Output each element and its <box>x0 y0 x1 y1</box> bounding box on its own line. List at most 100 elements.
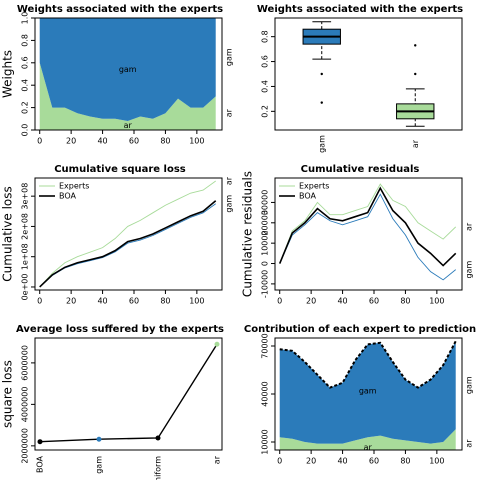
x-tick-label: 40 <box>337 297 347 306</box>
y-tick-label: 0.8 <box>21 34 30 47</box>
plot-area <box>302 21 435 127</box>
x-tick-label: 80 <box>400 297 410 306</box>
prediction-line <box>279 340 457 389</box>
y-tick-label: 70000 <box>261 333 270 358</box>
chart-title: Cumulative residuals <box>301 164 420 175</box>
area <box>279 429 456 450</box>
panel: Cumulative residuals Cumulative residuals… <box>241 164 474 306</box>
chart-title: Average loss suffered by the experts <box>16 324 224 335</box>
x-tick-label: 0 <box>277 457 282 466</box>
plot-area <box>39 18 216 130</box>
y-axis-label: square loss <box>1 360 15 428</box>
x-tick-label: 60 <box>129 297 139 306</box>
y-tick-label: 0 <box>261 261 270 266</box>
y-tick-label: 0.0 <box>21 124 30 137</box>
x-tick-label: 80 <box>160 297 170 306</box>
legend-label: BOA <box>59 192 77 201</box>
y-tick-label: 0.6 <box>261 55 270 68</box>
x-tick-label: 20 <box>66 297 76 306</box>
series-end-label: gam <box>465 376 474 394</box>
x-tick-label: 60 <box>369 297 379 306</box>
outlier <box>320 72 323 76</box>
panel: Weights associated with the experts 0.2 0.… <box>257 4 463 153</box>
series-end-label: ar <box>465 222 474 231</box>
line <box>39 343 218 443</box>
plot-frame <box>274 337 463 451</box>
y-axis-label: Cumulative loss <box>1 186 15 281</box>
y-tick-label: 2e+08 <box>21 213 30 240</box>
series-end-label: gam <box>225 195 234 213</box>
line <box>39 200 217 288</box>
x-tick-label: 0 <box>277 297 282 306</box>
plot-frame <box>274 177 463 291</box>
x-tick-label: 100 <box>429 457 444 466</box>
x-tick-label: 80 <box>160 137 170 146</box>
line <box>279 193 456 281</box>
outlier <box>414 44 417 47</box>
line <box>278 186 457 267</box>
y-tick-label: 0.2 <box>261 105 270 118</box>
chart-title: Weights associated with the experts <box>17 4 223 15</box>
x-tick-label: 0 <box>37 137 42 146</box>
plot-area <box>278 183 457 281</box>
y-tick-label: 0.8 <box>261 30 270 43</box>
point <box>214 341 220 347</box>
x-tick-label: ar <box>213 455 222 464</box>
plot-frame <box>34 337 223 451</box>
x-tick-label: ar <box>411 139 420 148</box>
x-tick-label: Uniform <box>154 456 163 480</box>
x-tick-label: 20 <box>66 137 76 146</box>
point <box>96 436 102 442</box>
area <box>39 18 216 122</box>
x-tick-label: 100 <box>429 297 444 306</box>
y-tick-label: 4000000 <box>21 387 30 423</box>
outlier <box>320 101 323 104</box>
x-tick-label: 60 <box>369 457 379 466</box>
x-tick-label: 0 <box>37 297 42 306</box>
series-label: gam <box>359 386 377 395</box>
series-label: ar <box>124 121 133 130</box>
chart-title: Weights associated with the experts <box>257 4 463 15</box>
x-tick-label: 20 <box>306 457 316 466</box>
x-tick-label: BOA <box>36 455 45 473</box>
x-tick-label: 20 <box>306 297 316 306</box>
line <box>279 183 457 264</box>
point <box>37 439 43 445</box>
x-tick-label: 40 <box>97 137 107 146</box>
x-tick-label: gam <box>317 135 326 153</box>
plot-area <box>39 343 218 443</box>
series-label: ar <box>364 443 373 452</box>
plot-frame <box>274 17 463 131</box>
series-end-label: ar <box>225 108 234 117</box>
y-tick-label: 0.6 <box>21 56 30 69</box>
y-tick-label: 0.4 <box>21 79 30 92</box>
series-end-label: gam <box>465 261 474 279</box>
x-tick-label: 80 <box>400 457 410 466</box>
y-tick-label: 2000000 <box>21 428 30 464</box>
legend-label: Experts <box>299 182 329 191</box>
legend-label: Experts <box>59 182 89 191</box>
y-tick-label: 30000 <box>261 190 270 215</box>
y-axis-label: Weights <box>1 50 15 98</box>
chart-title: Contribution of each expert to predictio… <box>244 324 476 335</box>
x-tick-label: 60 <box>129 137 139 146</box>
x-tick-label: 100 <box>189 137 204 146</box>
plot-frame <box>34 177 223 291</box>
y-tick-label: 3e+08 <box>21 183 30 210</box>
area <box>279 341 456 444</box>
plot-area <box>279 340 457 450</box>
y-tick-label: 0e+00 <box>21 274 30 301</box>
series-label: gam <box>119 65 137 74</box>
y-tick-label: 0.4 <box>261 80 270 93</box>
y-tick-label: 1e+08 <box>21 243 30 270</box>
line <box>39 180 216 288</box>
x-tick-label: 40 <box>97 297 107 306</box>
plot-area <box>39 180 217 288</box>
series-end-label: ar <box>225 176 234 185</box>
x-tick-label: 40 <box>337 457 347 466</box>
plot-frame <box>34 17 223 131</box>
series-end-label: ar <box>465 439 474 448</box>
y-tick-label: 10000 <box>261 429 270 454</box>
x-tick-label: 100 <box>189 297 204 306</box>
